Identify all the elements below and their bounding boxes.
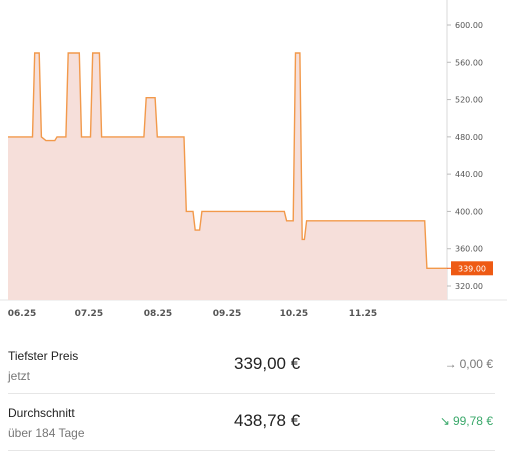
current-price-label: 339.00 (458, 264, 486, 273)
stat-value: 438,78 € (234, 411, 301, 430)
y-tick-label: 400.00 (455, 207, 483, 216)
y-tick-label: 360.00 (455, 245, 483, 254)
x-tick-label: 07.25 (75, 309, 103, 319)
price-stats: Tiefster Preis jetzt 339,00 € → 0,00 € Du… (8, 337, 495, 451)
stat-subtitle: jetzt (8, 369, 31, 383)
y-tick-label: 520.00 (455, 96, 483, 105)
stat-change: ↘ 99,78 € (440, 414, 493, 428)
current-price-badge (451, 261, 493, 276)
stat-change-value: 0,00 € (459, 357, 493, 371)
x-tick-label: 08.25 (144, 309, 172, 319)
y-tick-label: 600.00 (455, 21, 483, 30)
y-tick-label: 320.00 (455, 282, 483, 291)
price-history-chart: 600.00 560.00 520.00 480.00 440.00 400.00 360.… (0, 0, 507, 319)
price-line (8, 52, 447, 269)
chart-svg: 600.00 560.00 520.00 480.00 440.00 400.00 360.… (0, 0, 507, 319)
price-area (8, 53, 447, 300)
stat-change-value: 99,78 € (452, 414, 493, 428)
stat-change: → 0,00 € (445, 357, 493, 371)
stat-title: Tiefster Preis (8, 349, 79, 363)
arrow-down-right-icon: ↘ (439, 414, 450, 428)
arrow-right-icon: → (444, 357, 457, 371)
y-tick-label: 480.00 (455, 133, 483, 142)
x-tick-label: 09.25 (213, 309, 241, 319)
stat-row-lowest-price: Tiefster Preis jetzt 339,00 € → 0,00 € (8, 337, 495, 394)
x-tick-label: 11.25 (349, 309, 377, 319)
y-tick-label: 560.00 (455, 58, 483, 67)
stat-title: Durchschnitt (8, 406, 75, 420)
stat-value: 339,00 € (234, 354, 301, 373)
x-tick-label: 10.25 (280, 309, 308, 319)
stat-row-average: Durchschnitt über 184 Tage 438,78 € ↘ 99,… (8, 394, 495, 451)
stat-subtitle: über 184 Tage (8, 426, 85, 440)
y-tick-label: 440.00 (455, 170, 483, 179)
x-tick-label: 06.25 (8, 309, 36, 319)
